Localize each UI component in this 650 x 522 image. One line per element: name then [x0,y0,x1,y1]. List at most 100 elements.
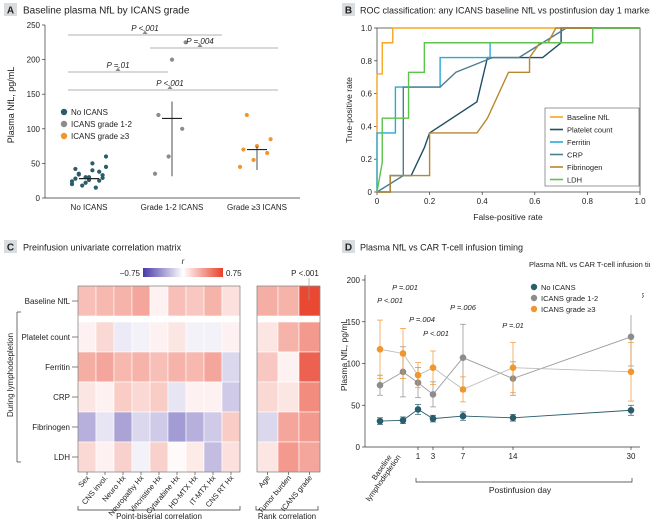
a-sig-marker [197,43,203,47]
a-point [83,180,88,185]
b-xtick-label: 0.2 [424,197,436,206]
d-legend-grade12: ICANS grade 1-2 [541,294,598,303]
c-heat-cell [131,285,151,317]
c-heat-cell [221,411,241,443]
c-heat-cell [149,441,169,473]
a-ytick-label: 200 [27,56,41,65]
a-point [254,144,260,149]
d-point [509,364,517,371]
c-heat-cell [131,441,151,473]
d-ytick-label: 150 [347,318,361,327]
a-point [241,147,246,152]
d-xtick-label: 14 [509,452,518,461]
c-heat-cell [167,351,187,383]
panel-c: C Preinfusion univariate correlation mat… [4,240,321,521]
d-legend-grade3-marker [530,305,538,313]
a-sig-pvalue: P <.001 [131,24,159,33]
d-point [429,364,437,371]
d-point [376,346,384,353]
c-heat-cell [149,321,169,353]
b-ytick-label: 0.8 [361,57,373,66]
c-heat-cell [185,381,205,413]
a-point [169,57,175,62]
c-heat-cell [277,381,300,413]
c-heat-cell [256,351,279,383]
c-heat-cell [95,285,115,317]
a-ytick-label: 100 [27,125,41,134]
c-heat-cell [113,411,133,443]
a-sig-pvalue: P =.004 [186,37,214,46]
c-col-label: Sex [76,473,91,489]
c-heat-cell [298,381,321,413]
c-heat-cell [256,321,279,353]
c-heat-cell [221,321,241,353]
panel-b-legend-box [544,107,640,187]
d-xtick-label: 1 [416,452,421,461]
c-heat-cell [113,321,133,353]
d-point [627,333,635,341]
c-heat-cell [167,321,187,353]
c-heat-cell [185,321,205,353]
c-row-label: Ferritin [45,363,70,372]
d-point [459,386,467,393]
color-scale-label: r [182,257,185,266]
d-ytick-label: 200 [347,276,361,285]
c-heat-cell [149,411,169,443]
b-roc-curve [376,27,640,192]
a-point [180,126,185,131]
panel-c-letter: C [7,243,14,254]
c-heat-cell [256,411,279,443]
pb-label: Point-biserial correlation [116,512,202,521]
a-point [103,164,109,169]
b-legend-label: CRP [567,151,583,160]
d-pvalue: P <.001 [423,329,449,338]
c-heat-cell [95,351,115,383]
panel-a-letter: A [7,6,14,17]
c-heat-cell [77,441,97,473]
a-point [69,179,75,184]
b-roc-curve [376,27,640,193]
c-heat-cell [149,351,169,383]
c-heat-cell [113,381,133,413]
panel-d-legend-title: Plasma NfL vs CAR T-cell infusion timing [529,260,650,269]
c-row-label: Platelet count [22,333,71,342]
panel-a-ylabel: Plasma NfL, pg/mL [6,67,16,144]
c-heat-cell [185,411,205,443]
a-sig-marker [167,85,173,89]
a-point [73,166,78,172]
panel-c-title: Preinfusion univariate correlation matri… [23,243,182,253]
c-heat-cell [167,381,187,413]
a-ytick-label: 0 [36,194,41,203]
rank-bracket [255,506,319,511]
c-heat-cell [95,411,115,443]
b-ytick-label: 0 [368,188,373,197]
a-point [152,171,158,176]
panel-a-plot: 0 50 100 150 200 250 P <.001 P =.004 P =.01 P <.0… [27,21,300,203]
c-heat-cell [277,321,300,353]
c-heat-cell [277,411,300,443]
d-point [376,417,384,425]
a-point [103,154,109,159]
panel-b-ylabel: True-positive rate [344,77,354,143]
a-point [268,137,273,142]
c-heat-cell [185,441,205,473]
panel-c-side-label: During lymphodepletion [6,333,15,417]
a-point [265,150,270,156]
b-xtick-label: 1.0 [634,197,646,206]
a-point [90,168,95,173]
d-pvalue: P =.006 [450,303,477,312]
c-heat-cell [77,321,97,353]
c-heat-cell [77,411,97,443]
d-ytick-label: 100 [347,360,361,369]
c-heat-cell [185,351,205,383]
c-heat-cell [113,441,133,473]
a-sig-marker [142,30,148,34]
c-heat-cell [256,285,279,317]
d-legend-no-icans: No ICANS [541,283,576,292]
a-ytick-label: 150 [27,90,41,99]
b-xtick-label: 0.6 [529,197,541,206]
color-scale-max: 0.75 [226,269,242,278]
d-pvalue: P =.001 [392,283,418,292]
b-legend-label: Fibrinogen [567,163,602,172]
